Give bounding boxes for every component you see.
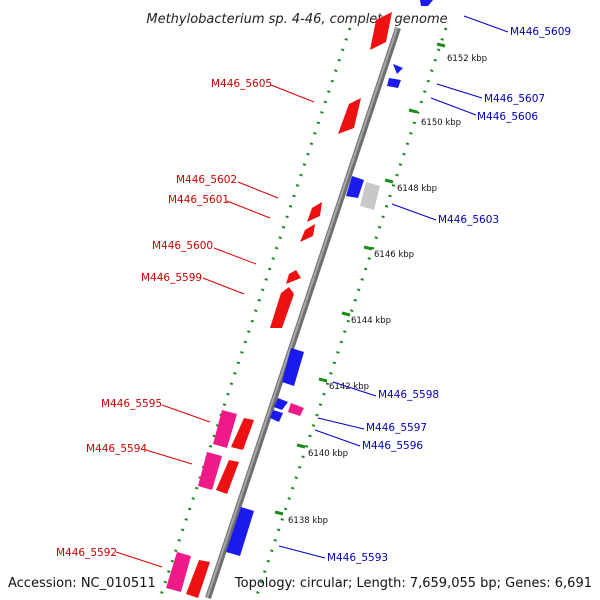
gene-label-right[interactable]: M446_5597 (366, 422, 427, 434)
scale-tick (436, 42, 446, 48)
genome-backbone-highlight (206, 27, 398, 599)
gene-feature[interactable] (370, 12, 392, 50)
gene-feature[interactable] (186, 560, 210, 598)
callout-line (314, 429, 361, 447)
gene-feature[interactable] (307, 202, 322, 222)
gene-label-left[interactable]: M446_5605 (211, 78, 272, 90)
gene-label-right[interactable]: M446_5609 (510, 26, 571, 38)
scale-tick (408, 108, 418, 114)
gene-feature[interactable] (231, 418, 254, 450)
gene-label-left[interactable]: M446_5600 (152, 240, 213, 252)
callout-line (430, 97, 477, 116)
rna-gene-feature[interactable] (166, 552, 191, 592)
scale-tick (341, 311, 351, 317)
right-track-guide (254, 27, 448, 599)
gene-label-left[interactable]: M446_5595 (101, 398, 162, 410)
topology-text: Topology: circular; Length: 7,659,055 bp… (234, 576, 592, 591)
scale-tick (363, 245, 373, 251)
callout-line (145, 449, 193, 465)
gene-feature[interactable] (387, 78, 401, 88)
callout-line (161, 404, 211, 423)
gene-feature[interactable] (270, 410, 283, 422)
scale-tick (296, 443, 306, 449)
gene-feature[interactable] (346, 176, 364, 198)
gene-label-right[interactable]: M446_5603 (438, 214, 499, 226)
scale-tick (318, 377, 328, 383)
callout-line (332, 381, 377, 397)
accession-text: Accession: NC_010511 (8, 576, 156, 591)
map-title: Methylobacterium sp. 4-46, complete geno… (146, 12, 447, 27)
callout-line (115, 551, 163, 568)
tick-label: 6148 kbp (397, 184, 437, 194)
callout-line (391, 203, 437, 221)
gene-label-left[interactable]: M446_5594 (86, 443, 147, 455)
gene-label-right[interactable]: M446_5606 (477, 111, 538, 123)
callout-line (463, 15, 509, 33)
forward-gene-track (166, 12, 392, 598)
gene-feature[interactable] (274, 398, 288, 410)
right-gene-labels (278, 15, 509, 559)
left-gene-labels (115, 84, 315, 568)
gene-feature[interactable] (282, 348, 304, 386)
gene-label-right[interactable]: M446_5593 (327, 552, 388, 564)
scale-tick (384, 178, 394, 184)
gene-label-left[interactable]: M446_5602 (176, 174, 237, 186)
callout-line (436, 83, 483, 99)
gene-label-right[interactable]: M446_5598 (378, 389, 439, 401)
gene-label-left[interactable]: M446_5601 (168, 194, 229, 206)
gene-feature[interactable] (300, 224, 315, 242)
scale-ticks: 6152 kbp 6150 kbp 6148 kbp 6146 kbp 6144… (274, 42, 487, 526)
tick-label: 6140 kbp (308, 449, 348, 459)
gene-label-left[interactable]: M446_5599 (141, 272, 202, 284)
rna-gene-feature[interactable] (288, 403, 304, 416)
gene-feature[interactable] (393, 64, 403, 74)
callout-line (226, 200, 271, 219)
gene-feature[interactable] (270, 287, 294, 328)
gene-feature[interactable] (420, 0, 433, 6)
left-track-guide (158, 27, 352, 599)
tick-label: 6146 kbp (374, 250, 414, 260)
callout-line (237, 181, 279, 199)
gene-feature[interactable] (338, 98, 361, 134)
gene-label-left[interactable]: M446_5592 (56, 547, 117, 559)
callout-line (202, 277, 245, 295)
callout-line (213, 247, 257, 265)
tick-label: 6150 kbp (421, 118, 461, 128)
gene-label-right[interactable]: M446_5596 (362, 440, 423, 452)
tick-label: 6152 kbp (447, 54, 487, 64)
callout-line (278, 545, 326, 559)
callout-line (317, 417, 365, 430)
pseudo-gene-feature[interactable] (360, 182, 380, 210)
gene-label-right[interactable]: M446_5607 (484, 93, 545, 105)
rna-gene-feature[interactable] (198, 452, 222, 490)
tick-label: 6138 kbp (288, 516, 328, 526)
reverse-gene-track (226, 0, 433, 556)
rna-gene-feature[interactable] (213, 410, 237, 448)
gene-feature[interactable] (226, 507, 254, 556)
scale-tick (274, 510, 284, 516)
callout-line (270, 84, 315, 103)
gene-feature[interactable] (286, 270, 301, 284)
gene-feature[interactable] (216, 460, 239, 494)
tick-label: 6144 kbp (351, 316, 391, 326)
